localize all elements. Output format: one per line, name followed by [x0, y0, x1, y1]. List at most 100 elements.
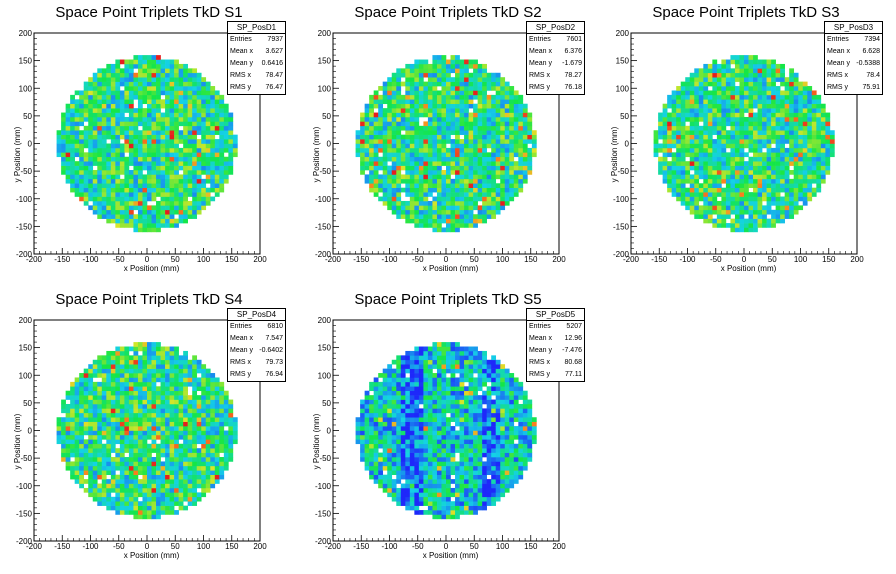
heatmap-cell	[450, 165, 456, 171]
heatmap-cell	[115, 421, 121, 427]
heatmap-cell	[757, 112, 763, 118]
heatmap-cell	[169, 77, 175, 82]
heatmap-cell	[124, 103, 130, 109]
heatmap-cell	[680, 90, 686, 96]
heatmap-cell	[110, 359, 116, 365]
heatmap-cell	[133, 443, 139, 449]
heatmap-cell	[716, 116, 722, 122]
heatmap-cell	[811, 143, 817, 149]
heatmap-cell	[802, 99, 808, 105]
heatmap-cell	[391, 116, 397, 122]
heatmap-cell	[192, 487, 198, 493]
heatmap-cell	[165, 187, 170, 193]
heatmap-cell	[178, 426, 184, 431]
heatmap-cell	[753, 196, 758, 202]
heatmap-cell	[133, 165, 139, 171]
heatmap-cell	[232, 147, 238, 153]
heatmap-cell	[685, 134, 691, 140]
heatmap-cell	[387, 90, 393, 96]
heatmap-cell	[137, 403, 143, 409]
heatmap-cell	[223, 174, 229, 180]
heatmap-cell	[223, 108, 229, 113]
heatmap-cell	[142, 72, 148, 78]
heatmap-cell	[151, 187, 157, 193]
heatmap-cell	[427, 152, 433, 158]
heatmap-cell	[378, 143, 384, 149]
heatmap-cell	[115, 68, 121, 74]
heatmap-cell	[464, 192, 469, 197]
heatmap-cell	[739, 68, 745, 74]
heatmap-cell	[667, 139, 672, 144]
heatmap-cell	[183, 196, 188, 202]
heatmap-cell	[414, 214, 420, 219]
heatmap-cell	[165, 178, 170, 184]
heatmap-cell	[70, 381, 75, 387]
heatmap-cell	[156, 94, 161, 100]
heatmap-cell	[802, 178, 808, 184]
heatmap-cells	[653, 55, 835, 233]
heatmap-cell	[400, 161, 406, 166]
heatmap-cell	[83, 479, 89, 484]
heatmap-cell	[685, 77, 691, 82]
heatmap-cell	[97, 412, 103, 418]
stats-row: RMS x 78.47	[228, 70, 285, 82]
heatmap-cell	[405, 68, 411, 74]
heatmap-cell	[128, 408, 134, 414]
heatmap-cell	[110, 364, 116, 369]
heatmap-cell	[119, 103, 125, 109]
heatmap-cell	[133, 510, 139, 515]
y-tick-label: 200	[318, 29, 332, 38]
heatmap-cell	[101, 147, 107, 153]
heatmap-cell	[789, 68, 795, 74]
x-tick-label: 0	[742, 255, 747, 264]
heatmap-cell	[491, 209, 497, 215]
heatmap-cell	[391, 205, 397, 211]
heatmap-cell	[694, 214, 700, 219]
heatmap-cell	[165, 81, 170, 87]
heatmap-cell	[409, 125, 415, 131]
heatmap-cell	[187, 487, 193, 493]
heatmap-cell	[513, 121, 519, 127]
heatmap-cell	[509, 116, 515, 122]
heatmap-cell	[667, 112, 672, 118]
heatmap-cell	[169, 452, 175, 458]
heatmap-cell	[110, 377, 116, 383]
heatmap-cell	[455, 72, 460, 78]
heatmap-cell	[133, 390, 139, 396]
x-axis-label: x Position (mm)	[721, 264, 777, 273]
heatmap-cell	[128, 412, 134, 418]
heatmap-cell	[694, 152, 700, 158]
heatmap-cell	[491, 99, 497, 105]
stats-value: 7601	[566, 36, 582, 43]
heatmap-cell	[133, 434, 139, 440]
heatmap-cell	[228, 165, 234, 171]
heatmap-cell	[491, 187, 497, 193]
heatmap-cell	[418, 223, 424, 228]
heatmap-cell	[527, 121, 533, 127]
heatmap-cell	[689, 174, 695, 180]
heatmap-cell	[219, 125, 225, 131]
heatmap-cell	[473, 161, 478, 166]
heatmap-cell	[757, 209, 763, 215]
x-tick-label: -50	[412, 255, 424, 264]
heatmap-cell	[115, 178, 121, 184]
heatmap-cell	[387, 152, 393, 158]
heatmap-cell	[522, 170, 528, 175]
heatmap-cell	[65, 465, 71, 471]
heatmap-cell	[793, 200, 799, 206]
heatmap-cell	[418, 192, 424, 197]
stats-value: 7394	[864, 36, 880, 43]
heatmap-cell	[124, 346, 130, 352]
heatmap-cell	[83, 192, 89, 197]
heatmap-cell	[703, 174, 709, 180]
heatmap-cell	[685, 86, 691, 91]
heatmap-cell	[174, 452, 179, 458]
heatmap-cell	[165, 218, 170, 224]
heatmap-cell	[757, 196, 763, 202]
heatmap-cell	[446, 112, 451, 118]
heatmap-cell	[477, 103, 483, 109]
panel-title: Space Point Triplets TkD S1	[55, 4, 243, 21]
heatmap-cell	[784, 152, 790, 158]
heatmap-cell	[151, 470, 157, 475]
heatmap-cell	[178, 130, 184, 135]
